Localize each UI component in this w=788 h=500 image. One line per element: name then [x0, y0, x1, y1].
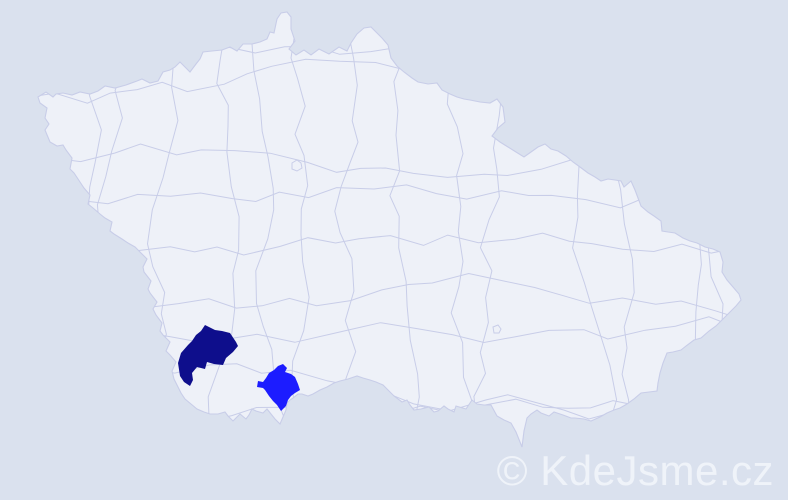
- district-border-line: [38, 232, 741, 269]
- district-border-line: [207, 12, 240, 447]
- country-outline: [37, 11, 742, 448]
- district-border-line: [77, 12, 102, 447]
- district-border-line: [250, 12, 292, 447]
- district-border-line: [38, 25, 741, 58]
- highlighted-district-dark-blue[interactable]: [178, 325, 238, 386]
- district-border-line: [96, 12, 136, 447]
- city-district-brno: [492, 324, 502, 334]
- highlighted-district-bright-blue[interactable]: [257, 364, 300, 411]
- district-border-line: [38, 398, 741, 428]
- watermark-kdejsme: © KdeJsme.cz: [496, 447, 774, 494]
